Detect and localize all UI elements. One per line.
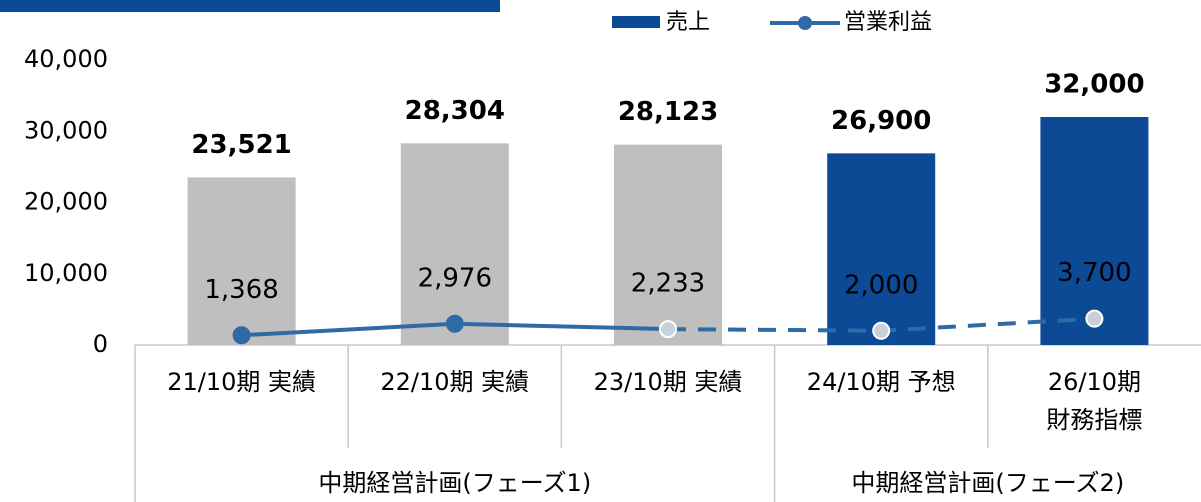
line-value-label: 2,233 xyxy=(631,269,705,299)
line-marker xyxy=(659,320,677,339)
y-tick-label: 30,000 xyxy=(24,116,108,144)
group-label: 中期経営計画(フェーズ1) xyxy=(318,469,591,497)
line-value-label: 2,000 xyxy=(844,270,918,300)
line-marker xyxy=(445,314,464,333)
line-value-label: 2,976 xyxy=(418,263,492,293)
line-marker xyxy=(1085,309,1104,328)
x-tick-label: 24/10期 予想 xyxy=(807,368,956,396)
bar xyxy=(614,144,722,345)
legend-label: 営業利益 xyxy=(844,10,932,35)
x-tick-label: 26/10期 xyxy=(1048,368,1141,396)
bar xyxy=(187,177,296,345)
legend-swatch xyxy=(612,16,660,28)
legend-marker xyxy=(798,16,812,30)
y-tick-label: 40,000 xyxy=(24,45,108,73)
bar-value-label: 32,000 xyxy=(1044,70,1144,100)
bar xyxy=(827,153,936,345)
x-tick-label: 財務指標 xyxy=(1046,406,1142,434)
group-label: 中期経営計画(フェーズ2) xyxy=(851,469,1124,497)
bar xyxy=(400,143,509,345)
bar-value-label: 28,123 xyxy=(618,97,718,127)
header-bar xyxy=(0,0,500,12)
bar-value-label: 28,304 xyxy=(405,96,505,126)
x-tick-label: 21/10期 実績 xyxy=(167,368,316,396)
line-value-label: 1,368 xyxy=(204,275,278,305)
line-marker xyxy=(872,321,891,340)
legend-label: 売上 xyxy=(666,10,710,35)
line-marker xyxy=(232,326,251,345)
x-tick-label: 23/10期 実績 xyxy=(594,368,743,396)
line-value-label: 3,700 xyxy=(1057,258,1131,288)
bar-value-label: 26,900 xyxy=(831,106,931,136)
y-tick-label: 20,000 xyxy=(24,188,108,216)
y-tick-label: 10,000 xyxy=(24,259,108,287)
bar xyxy=(1040,117,1149,345)
y-tick-label: 0 xyxy=(93,330,108,358)
x-tick-label: 22/10期 実績 xyxy=(380,368,529,396)
bar-value-label: 23,521 xyxy=(191,130,291,160)
